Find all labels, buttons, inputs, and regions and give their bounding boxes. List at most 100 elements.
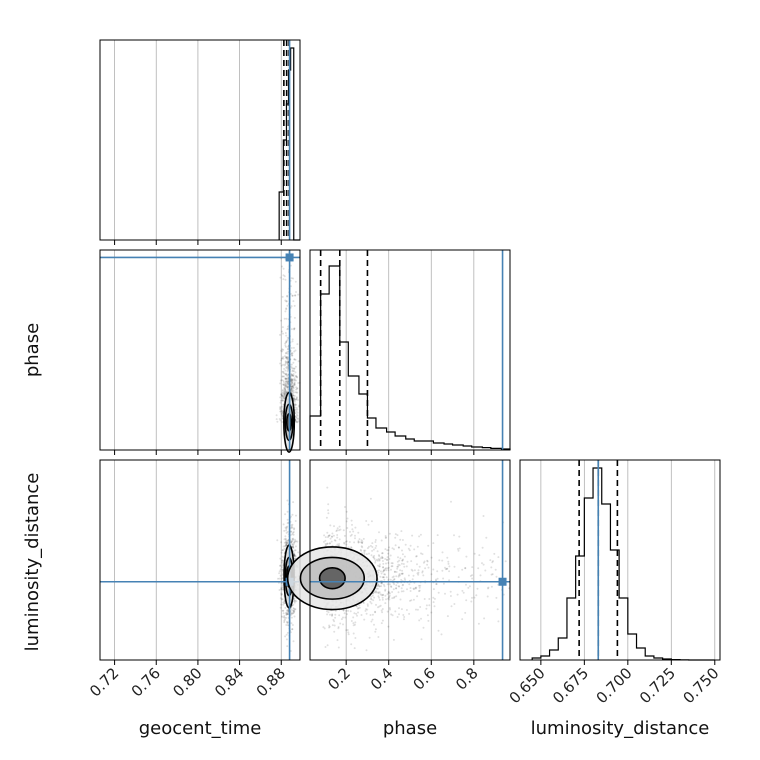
sample-point — [290, 530, 293, 533]
sample-point — [281, 559, 284, 562]
sample-point — [418, 565, 421, 568]
sample-point — [391, 576, 394, 579]
sample-point — [290, 613, 293, 616]
sample-point — [293, 541, 296, 544]
sample-point — [378, 585, 381, 588]
sample-point — [291, 624, 294, 626]
sample-point — [294, 371, 297, 374]
sample-point — [286, 499, 289, 502]
sample-point — [283, 390, 286, 393]
sample-point — [283, 393, 286, 396]
sample-point — [350, 547, 353, 549]
sample-point — [389, 578, 392, 581]
sample-point — [282, 391, 285, 394]
sample-point — [281, 394, 284, 397]
sample-point — [328, 624, 331, 627]
sample-point — [286, 388, 289, 391]
sample-point — [285, 383, 288, 386]
sample-point — [331, 624, 334, 627]
sample-point — [453, 565, 456, 568]
sample-point — [291, 381, 294, 384]
sample-point — [278, 577, 281, 580]
sample-point — [366, 547, 369, 550]
sample-point — [292, 394, 295, 397]
sample-point — [420, 638, 423, 641]
sample-point — [279, 564, 282, 567]
sample-point — [282, 384, 285, 386]
sample-point — [338, 529, 340, 532]
sample-point — [419, 606, 422, 608]
sample-point — [286, 363, 289, 366]
sample-point — [381, 552, 384, 555]
xlabel-geocent_time: geocent_time — [139, 718, 262, 739]
sample-point — [292, 397, 295, 400]
xlabel-phase: phase — [383, 718, 437, 739]
sample-point — [292, 398, 295, 401]
sample-point — [279, 401, 282, 404]
sample-point — [282, 370, 285, 373]
sample-point — [390, 613, 393, 616]
sample-point — [296, 417, 299, 420]
sample-point — [389, 592, 391, 595]
sample-point — [331, 614, 334, 616]
sample-point — [285, 361, 288, 363]
sample-point — [327, 611, 330, 614]
sample-point — [283, 396, 286, 398]
sample-point — [370, 554, 373, 557]
sample-point — [329, 537, 332, 540]
sample-point — [347, 609, 350, 612]
sample-point — [377, 571, 380, 574]
sample-point — [334, 539, 337, 542]
sample-point — [354, 534, 356, 537]
sample-point — [324, 646, 327, 648]
sample-point — [281, 598, 284, 601]
sample-point — [281, 397, 284, 400]
sample-point — [286, 295, 289, 298]
sample-point — [464, 567, 467, 569]
sample-point — [349, 610, 352, 613]
sample-point — [418, 586, 421, 589]
sample-point — [370, 620, 373, 623]
sample-point — [375, 591, 378, 594]
sample-point — [294, 555, 297, 558]
sample-point — [400, 608, 403, 611]
sample-point — [360, 549, 363, 552]
sample-point — [286, 377, 289, 380]
sample-point — [461, 618, 464, 621]
sample-point — [295, 406, 298, 409]
sample-point — [292, 603, 295, 606]
sample-point — [286, 621, 289, 624]
sample-point — [296, 391, 299, 394]
sample-point — [280, 593, 283, 596]
sample-point — [286, 328, 289, 331]
sample-point — [292, 609, 295, 612]
ylabel-phase: phase — [22, 323, 43, 377]
sample-point — [352, 622, 355, 625]
sample-point — [387, 625, 390, 628]
sample-point — [279, 408, 281, 410]
sample-point — [381, 596, 384, 599]
sample-point — [283, 541, 286, 544]
sample-point — [295, 398, 297, 401]
contour-level — [318, 567, 346, 590]
sample-point — [389, 554, 392, 557]
sample-point — [281, 348, 284, 351]
sample-point — [433, 605, 436, 608]
sample-point — [282, 396, 284, 399]
sample-point — [419, 533, 422, 536]
sample-point — [376, 550, 379, 553]
contour-level — [299, 556, 366, 600]
sample-point — [286, 390, 289, 393]
sample-point — [283, 387, 286, 390]
sample-point — [291, 390, 294, 393]
sample-point — [390, 565, 393, 568]
sample-point — [293, 601, 296, 604]
sample-point — [286, 525, 289, 528]
sample-point — [323, 534, 326, 537]
sample-point — [293, 378, 296, 381]
sample-point — [342, 529, 345, 532]
sample-point — [401, 553, 404, 556]
sample-point — [378, 555, 381, 558]
sample-point — [279, 362, 282, 365]
sample-point — [292, 543, 295, 546]
